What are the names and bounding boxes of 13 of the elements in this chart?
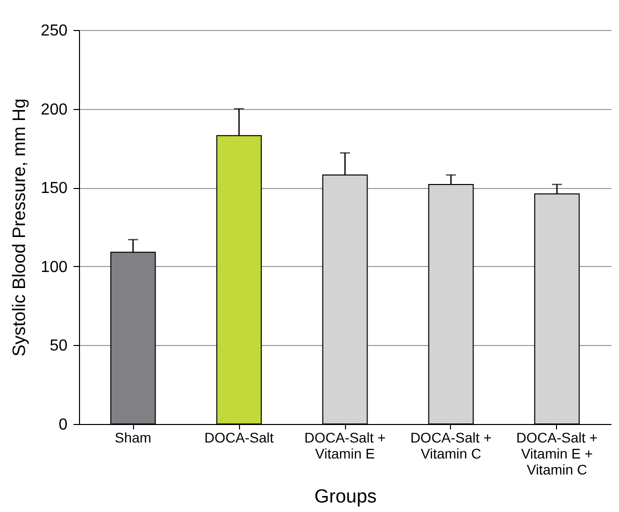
x-tick-label: Sham [114, 430, 152, 446]
x-tick-label: DOCA-Salt + Vitamin E [304, 430, 386, 462]
y-tick-label: 50 [50, 338, 68, 355]
y-tick-label: 150 [40, 180, 68, 198]
x-axis-title: Groups [314, 486, 377, 508]
x-tick-label: DOCA-Salt + Vitamin C [410, 430, 492, 462]
y-tick-label: 200 [40, 101, 68, 118]
y-tick-label: 250 [40, 22, 68, 40]
y-tick-label: 100 [40, 258, 68, 276]
x-tick-label: DOCA-Salt [204, 430, 274, 446]
y-tick-label: 0 [58, 416, 68, 434]
x-tick-label: DOCA-Salt + Vitamin E + Vitamin C [516, 430, 598, 478]
y-axis-title: Systolic Blood Pressure, mm Hg [8, 98, 29, 357]
